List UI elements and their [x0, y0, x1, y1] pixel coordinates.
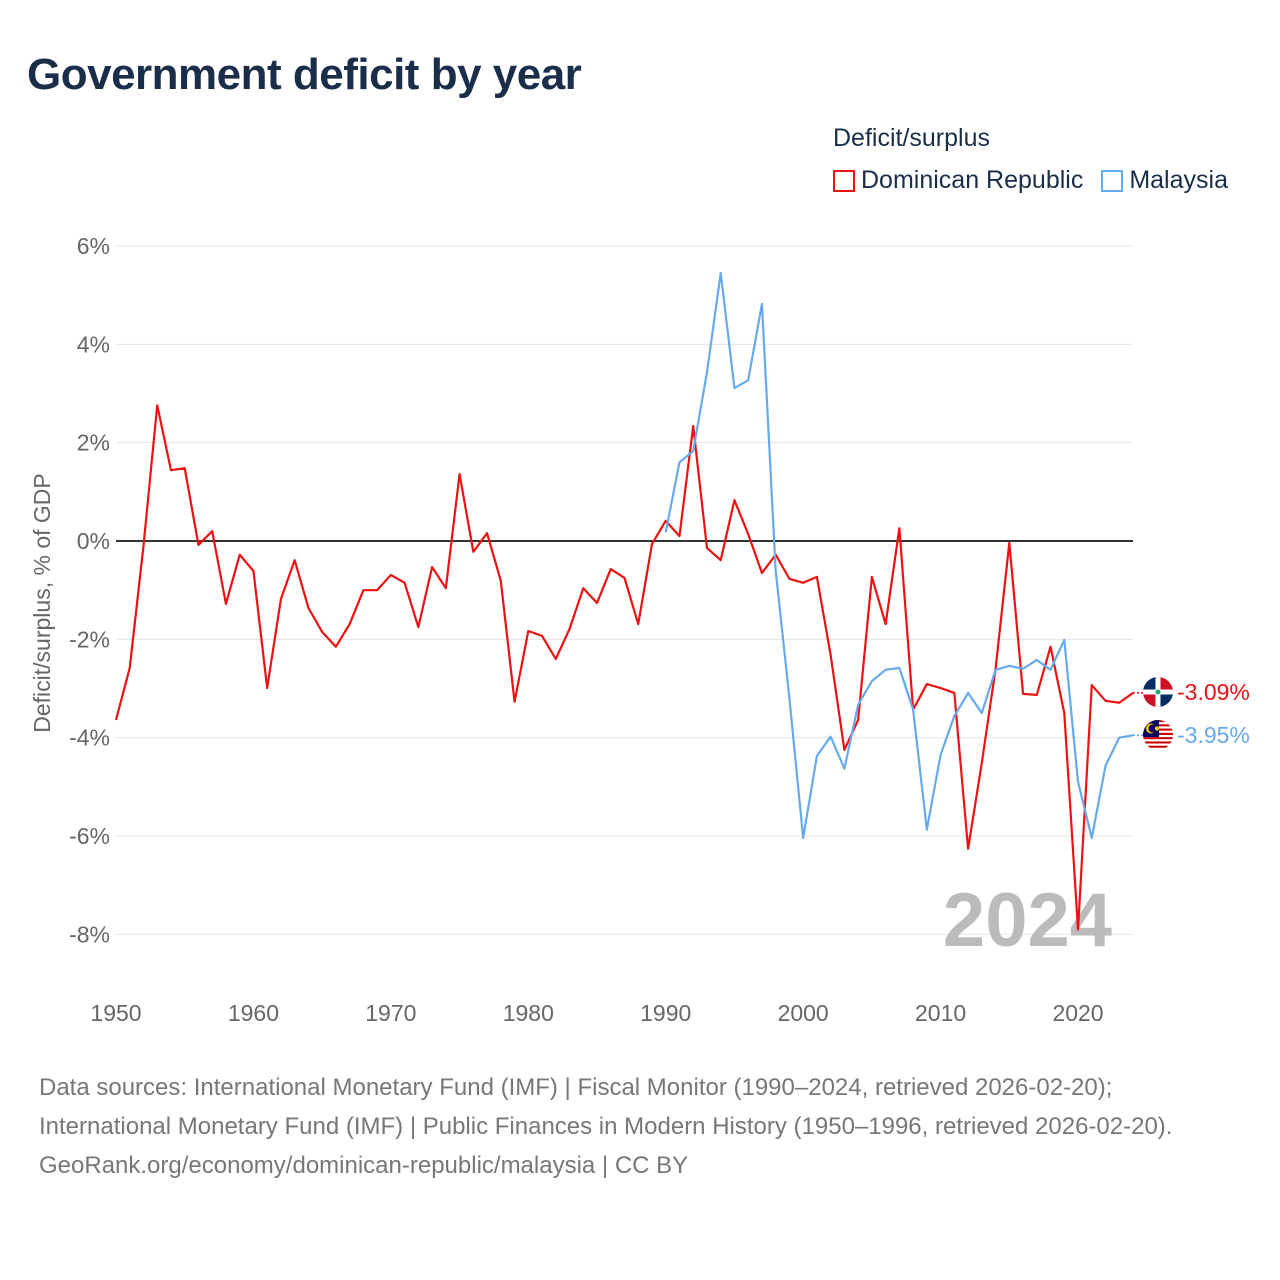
flag-stripe: [1143, 745, 1173, 748]
flag: [1143, 677, 1173, 707]
y-tick-label: 6%: [77, 233, 110, 259]
x-tick-label: 2020: [1052, 1000, 1103, 1026]
source-link[interactable]: GeoRank.org/economy/dominican-republic/m…: [39, 1152, 689, 1179]
y-tick-label: 4%: [77, 331, 110, 357]
legend-item-malaysia[interactable]: Malaysia: [1101, 166, 1228, 195]
legend-label: Dominican Republic: [861, 166, 1084, 194]
x-tick-label: 2000: [778, 1000, 829, 1026]
legend-label: Malaysia: [1129, 166, 1228, 194]
legend-swatch: [1101, 169, 1124, 192]
flag-crescent: [1148, 724, 1157, 733]
malaysia-flag-icon: [1143, 720, 1173, 750]
y-axis-label: Deficit/surplus, % of GDP: [29, 473, 55, 732]
legend-swatch: [833, 169, 855, 192]
y-tick-label: -2%: [69, 626, 110, 652]
end-value-label: -3.95%: [1177, 722, 1250, 748]
y-tick-label: -8%: [69, 921, 110, 947]
flag-star: [1154, 726, 1160, 731]
end-value-label: -3.09%: [1177, 679, 1250, 705]
source-line: International Monetary Fund (IMF) | Publ…: [39, 1113, 1173, 1140]
source-note: Data sources: International Monetary Fun…: [39, 1068, 1239, 1185]
flag-stripe: [1143, 739, 1173, 742]
legend-title: Deficit/surplus: [833, 124, 990, 152]
flag-stripe: [1143, 747, 1173, 750]
legend: Dominican Republic Malaysia: [833, 166, 1228, 195]
source-line: Data sources: International Monetary Fun…: [39, 1074, 1113, 1101]
year-watermark: 2024: [943, 878, 1112, 963]
x-tick-label: 1960: [228, 1000, 279, 1026]
x-tick-label: 1950: [90, 1000, 141, 1026]
legend-item-dominican-republic[interactable]: Dominican Republic: [833, 166, 1083, 195]
flag: [1143, 720, 1173, 750]
x-tick-label: 1980: [503, 1000, 554, 1026]
dominican-republic-flag-icon: [1143, 677, 1173, 707]
flag-stripe: [1143, 737, 1173, 740]
y-tick-label: 2%: [77, 430, 110, 456]
y-tick-label: 0%: [77, 528, 110, 554]
x-tick-label: 1970: [365, 1000, 416, 1026]
series-line-dominican-republic: [114, 404, 1134, 931]
plot-area: 6% 4% 2% 0% -2% -4% -6% -8% 1950 1960 1970 1980 1990…: [29, 233, 1250, 1026]
x-tick-label: 1990: [640, 1000, 691, 1026]
y-tick-label: -6%: [69, 823, 110, 849]
chart-title: Government deficit by year: [27, 50, 582, 99]
series-line-malaysia: [664, 271, 1134, 840]
flag-stripe: [1143, 743, 1173, 746]
x-tick-label: 2010: [915, 1000, 966, 1026]
flag-part: [1155, 689, 1161, 695]
flag-stripe: [1143, 741, 1173, 744]
y-tick-label: -4%: [69, 725, 110, 751]
